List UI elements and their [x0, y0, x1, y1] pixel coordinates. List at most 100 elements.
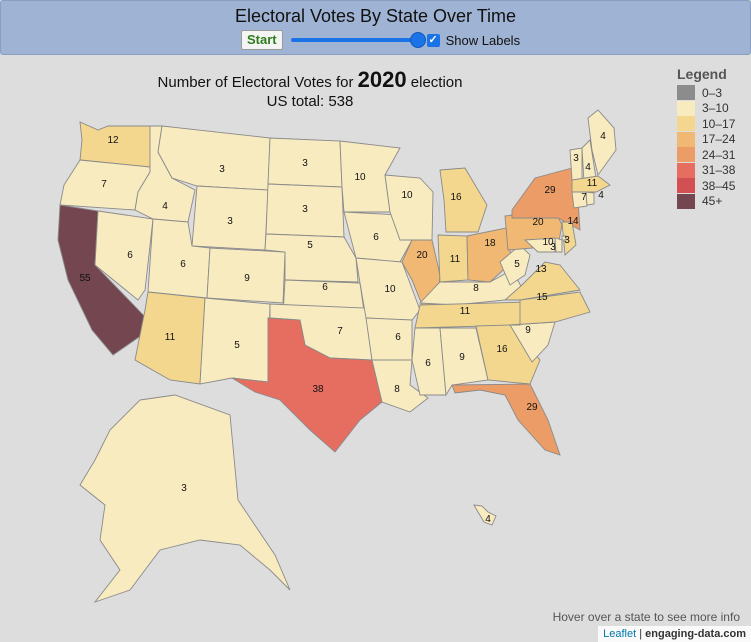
state-md[interactable] — [523, 237, 556, 253]
state-nv[interactable] — [94, 210, 154, 301]
state-label-mo: 10 — [384, 284, 396, 295]
legend-label: 24–31 — [702, 147, 736, 162]
state-label-nj: 14 — [567, 216, 579, 227]
state-ri[interactable] — [585, 191, 595, 206]
state-nc[interactable] — [509, 291, 591, 326]
state-ar[interactable] — [365, 317, 413, 361]
state-label-fl: 29 — [526, 402, 538, 413]
state-label-ks: 6 — [322, 282, 328, 293]
state-ne[interactable] — [264, 233, 359, 283]
state-label-wv: 5 — [514, 259, 520, 270]
legend-swatch — [677, 100, 695, 116]
state-label-ut: 6 — [180, 259, 186, 270]
state-label-la: 8 — [394, 384, 400, 395]
state-tx[interactable] — [231, 317, 383, 453]
state-label-mt: 3 — [219, 164, 225, 175]
state-label-tx: 38 — [312, 384, 324, 395]
source-link[interactable]: engaging-data.com — [645, 628, 746, 640]
page-title: Electoral Votes By State Over Time — [234, 6, 517, 26]
state-label-wa: 12 — [107, 135, 119, 146]
state-hi[interactable] — [473, 504, 497, 526]
caption-prefix: Number of Electoral Votes for — [157, 74, 354, 91]
legend-swatch — [677, 85, 695, 101]
state-label-me: 4 — [600, 131, 606, 142]
legend-label: 45+ — [702, 194, 723, 209]
legend-label: 38–45 — [702, 178, 736, 193]
legend-label: 10–17 — [702, 116, 736, 131]
map-area[interactable]: 12 7 55 4 6 3 3 6 11 9 5 3 3 5 6 7 38 10 6 10 6 8 10 20 16 11 18 8 1… — [0, 55, 751, 642]
legend-swatch — [677, 116, 695, 132]
state-ny[interactable] — [511, 167, 581, 231]
state-label-ia: 6 — [373, 232, 379, 243]
caption-year: 2020 — [357, 67, 407, 92]
state-label-in: 11 — [450, 254, 461, 265]
state-label-nd: 3 — [302, 158, 308, 169]
state-va[interactable] — [503, 261, 581, 301]
state-label-co: 9 — [244, 273, 250, 284]
legend-item: 10–17 — [677, 116, 745, 132]
state-label-nv: 6 — [127, 250, 133, 261]
state-co[interactable] — [206, 247, 286, 304]
legend-swatch — [677, 131, 695, 147]
legend-item: 3–10 — [677, 100, 745, 117]
state-label-oh: 18 — [484, 238, 496, 249]
legend-item: 31–38 — [677, 162, 745, 179]
legend-item: 45+ — [677, 193, 745, 210]
state-label-tn: 11 — [460, 306, 471, 317]
slider-thumb[interactable] — [409, 32, 426, 48]
state-nj[interactable] — [561, 221, 577, 256]
state-label-mi: 16 — [450, 192, 462, 203]
us-states-map[interactable]: 1275546336119533567381061068102016111881… — [0, 55, 751, 642]
state-tn[interactable] — [414, 301, 529, 329]
state-ms[interactable] — [411, 327, 447, 396]
state-ct[interactable] — [571, 191, 588, 209]
legend-item: 24–31 — [677, 147, 745, 163]
caption-suffix: election — [410, 74, 463, 91]
state-label-va: 13 — [535, 264, 547, 275]
legend-label: 3–10 — [702, 101, 729, 116]
playback-controls: Start ✓ Show Labels — [241, 30, 520, 50]
state-label-il: 20 — [416, 250, 428, 261]
state-label-az: 11 — [165, 332, 176, 343]
state-label-vt: 3 — [573, 153, 579, 164]
leaflet-link[interactable]: Leaflet — [603, 628, 637, 640]
state-label-al: 9 — [459, 352, 465, 363]
state-oh[interactable] — [466, 227, 513, 283]
legend: Legend 0–3 3–10 10–17 17–24 24–31 31–38 38–45 4… — [677, 66, 745, 209]
state-de[interactable] — [554, 237, 563, 253]
state-label-ct: 7 — [581, 192, 587, 203]
legend-item: 0–3 — [677, 85, 745, 101]
show-labels-checkbox[interactable]: ✓ — [426, 33, 440, 47]
slider-fill — [290, 38, 417, 42]
state-ga[interactable] — [475, 324, 541, 385]
state-fl[interactable] — [451, 383, 561, 456]
state-dc[interactable] — [561, 235, 567, 241]
header-bar: Electoral Votes By State Over Time Start… — [0, 0, 751, 55]
year-slider[interactable] — [290, 30, 426, 50]
start-button[interactable]: Start — [241, 30, 283, 50]
state-label-ok: 7 — [337, 326, 343, 337]
state-label-ak: 3 — [181, 483, 187, 494]
legend-label: 17–24 — [702, 132, 736, 147]
state-label-nm: 5 — [234, 340, 240, 351]
show-labels-label[interactable]: Show Labels — [445, 32, 521, 48]
state-label-ky: 8 — [473, 283, 479, 294]
state-label-ar: 6 — [395, 332, 401, 343]
map-attribution: Leaflet | engaging-data.com — [598, 626, 751, 642]
legend-swatch — [677, 147, 695, 163]
state-label-mn: 10 — [354, 172, 366, 183]
state-al[interactable] — [439, 327, 489, 397]
legend-swatch — [677, 193, 695, 209]
legend-title: Legend — [677, 66, 727, 82]
map-caption-total: US total: 538 — [266, 93, 354, 110]
state-ma[interactable] — [571, 175, 611, 193]
state-mi[interactable] — [439, 167, 488, 233]
legend-swatch — [677, 178, 695, 194]
legend-item: 38–45 — [677, 178, 745, 194]
state-label-sc: 9 — [525, 325, 531, 336]
map-caption-title: Number of Electoral Votes for 2020 elect… — [140, 67, 480, 93]
state-label-nh: 4 — [585, 162, 591, 173]
state-ak[interactable] — [79, 394, 291, 603]
attribution-separator: | — [639, 628, 643, 640]
state-label-md: 10 — [542, 237, 554, 248]
